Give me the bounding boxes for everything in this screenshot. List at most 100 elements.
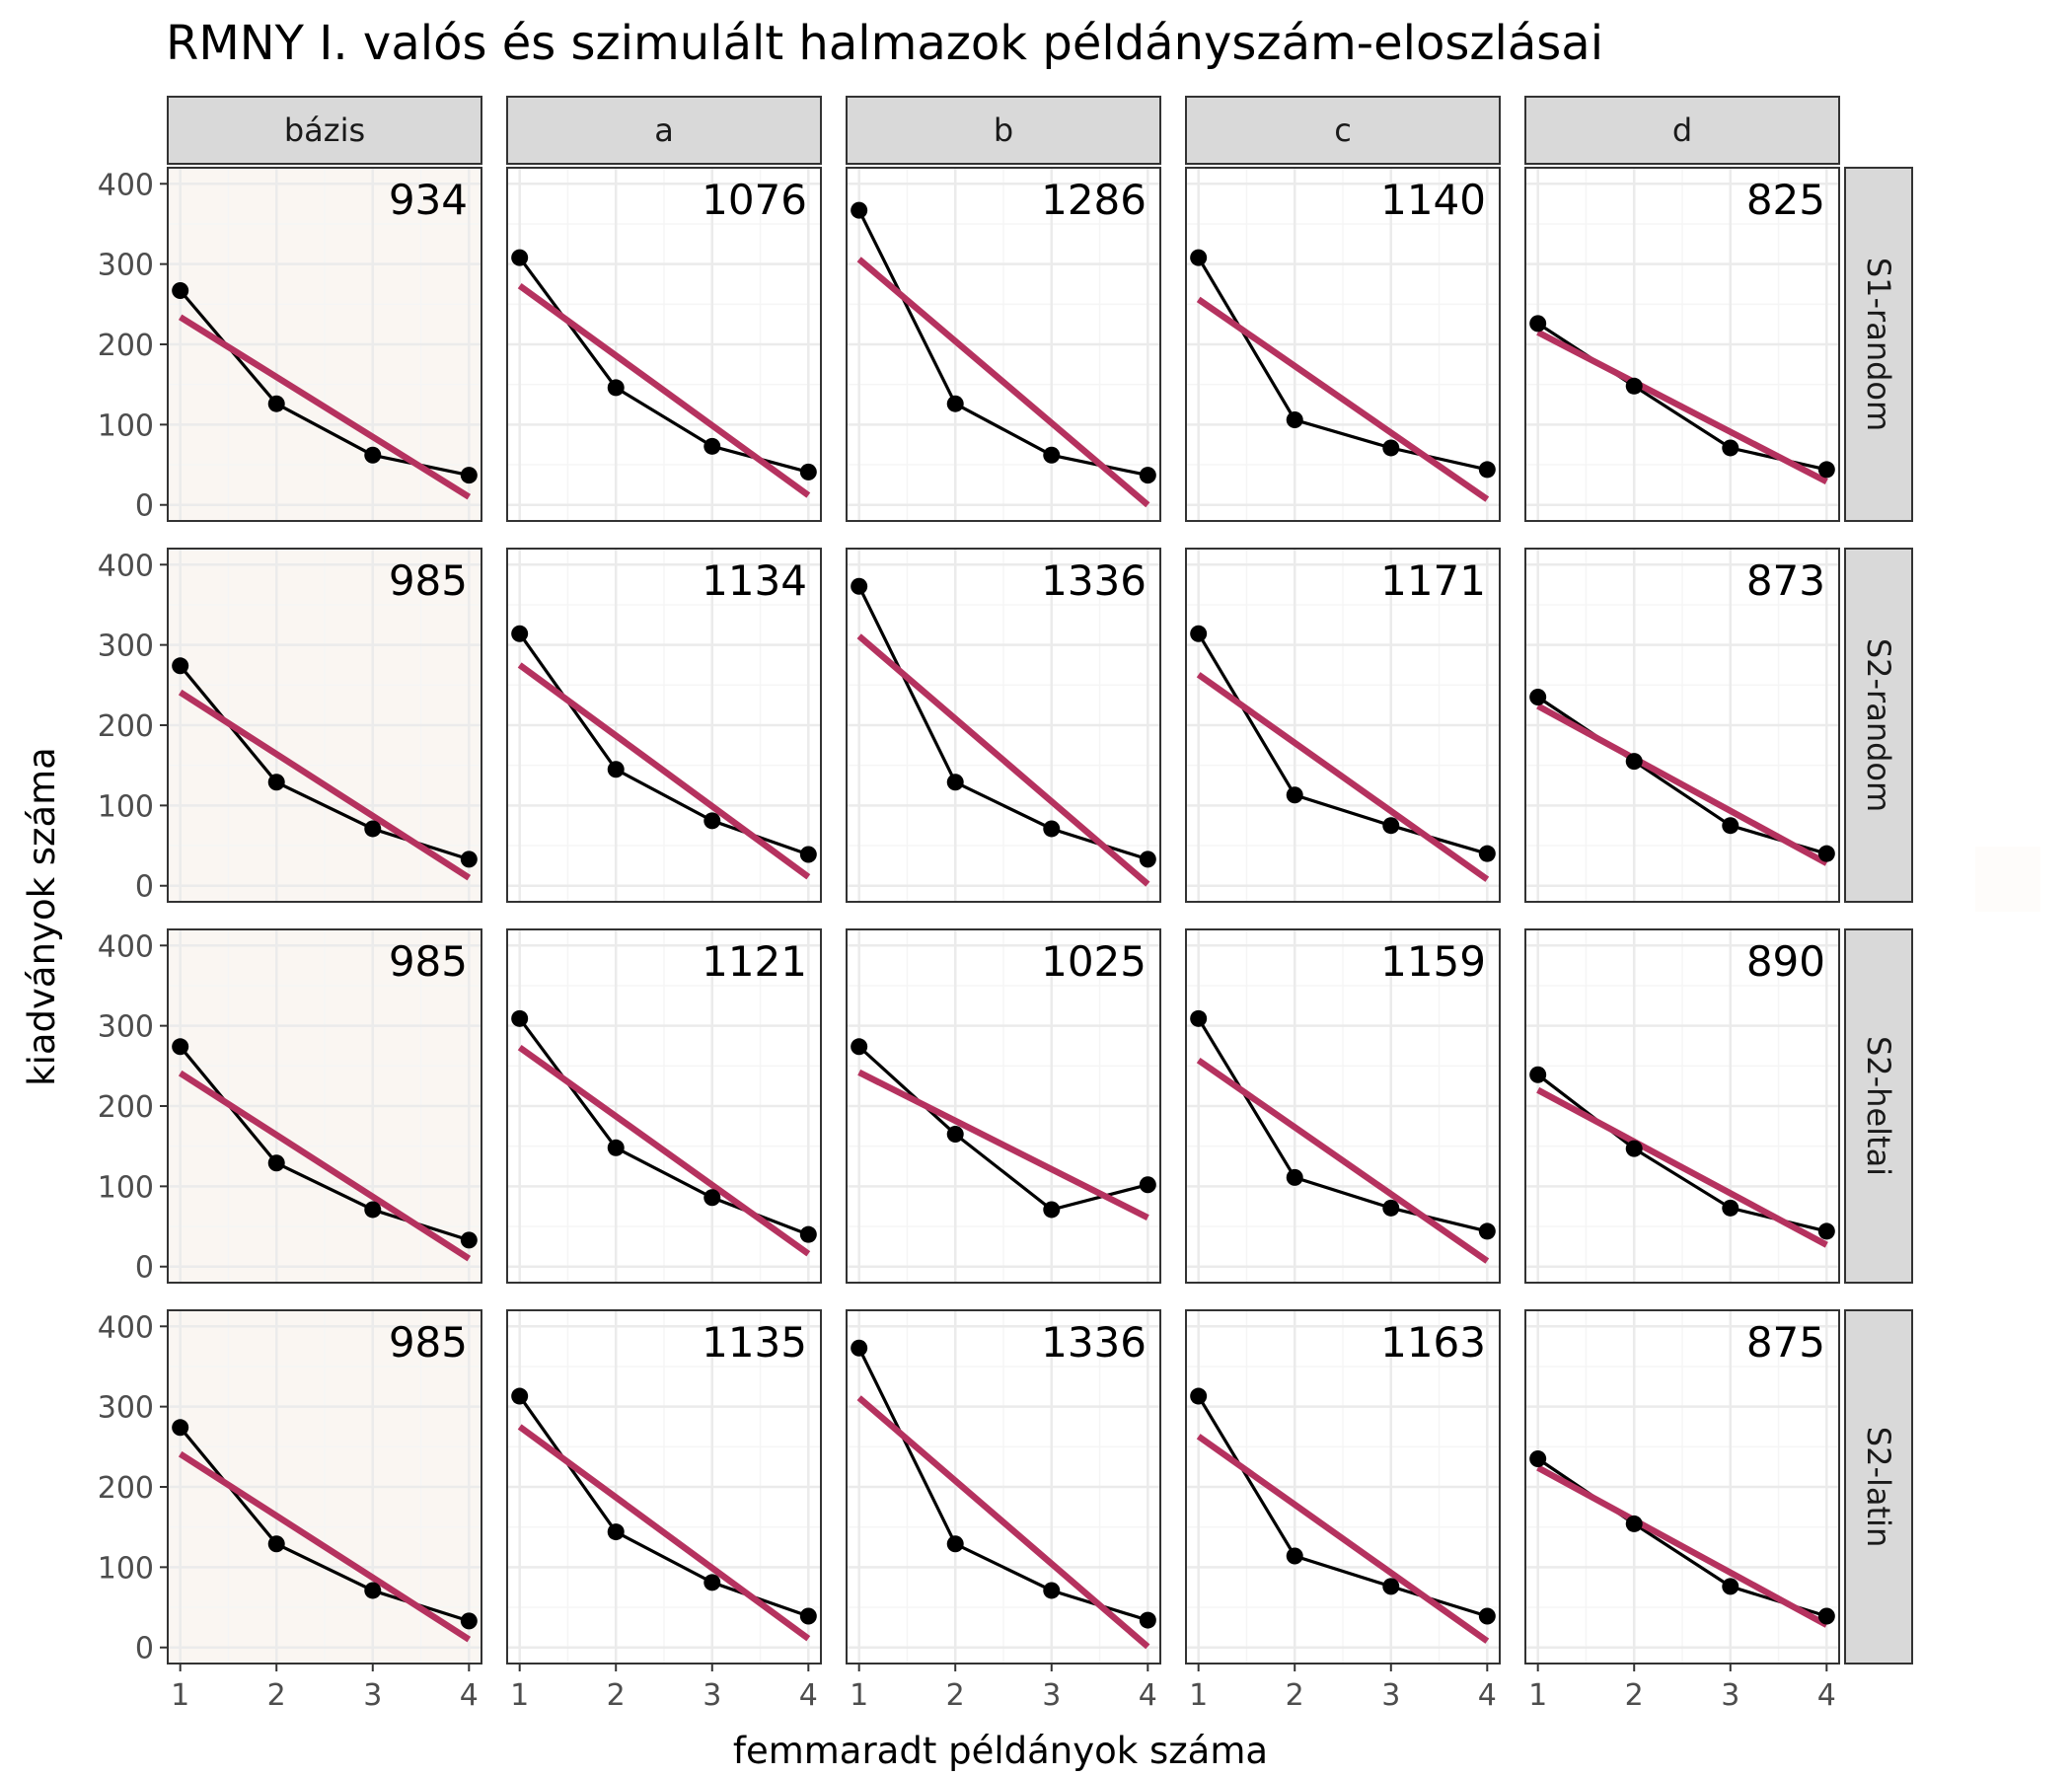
- series-line: [1197, 632, 1488, 855]
- data-point: [1817, 845, 1835, 862]
- data-point: [267, 774, 285, 791]
- panel-total-label: 1286: [1041, 176, 1147, 224]
- series-line: [1197, 1395, 1488, 1618]
- panel-total-label: 1171: [1380, 556, 1486, 605]
- panel-border: [846, 928, 1161, 1284]
- fit-line: [178, 1450, 472, 1643]
- y-tick-label: 0: [135, 1632, 154, 1666]
- panel-border: [1185, 167, 1501, 522]
- data-point: [1190, 1387, 1208, 1405]
- fit-line: [517, 1424, 811, 1642]
- x-tick-label: 2: [1625, 1678, 1644, 1713]
- x-tick-label: 1: [171, 1678, 189, 1713]
- x-tick-label: 2: [946, 1678, 965, 1713]
- data-point: [946, 1125, 964, 1143]
- data-point: [460, 467, 478, 484]
- data-point: [1478, 1222, 1496, 1240]
- data-point: [1382, 1578, 1400, 1595]
- data-point: [851, 1339, 868, 1357]
- x-tick-label: 3: [1042, 1678, 1061, 1713]
- data-point: [1286, 1547, 1303, 1565]
- fit-line: [1536, 329, 1828, 485]
- row-strip: [1844, 928, 1913, 1284]
- column-strip: [1185, 96, 1501, 165]
- data-point: [607, 761, 625, 778]
- y-tick-label: 400: [98, 549, 154, 583]
- panel-total-label: 985: [389, 1318, 468, 1367]
- fit-line: [517, 1044, 811, 1257]
- x-tick-label: 3: [703, 1678, 721, 1713]
- data-point: [460, 1231, 478, 1249]
- panel: 875 1 2 3 4: [1524, 1309, 1840, 1713]
- panel: 1121: [506, 928, 822, 1284]
- y-tick-label: 400: [98, 168, 154, 202]
- data-point: [1529, 1450, 1547, 1468]
- data-point: [1817, 1222, 1835, 1240]
- x-tick-label: 1: [510, 1678, 529, 1713]
- panel-total-label: 890: [1746, 937, 1825, 986]
- panel: 890: [1524, 928, 1840, 1284]
- fit-line: [517, 662, 811, 880]
- panel-border: [506, 928, 822, 1284]
- data-point: [1529, 1066, 1547, 1083]
- panel: 873: [1524, 548, 1840, 903]
- panel: 1135 1 2 3 4: [506, 1309, 822, 1713]
- data-point: [1043, 1582, 1061, 1599]
- row-strip: [1844, 167, 1913, 522]
- x-tick-label: 1: [1189, 1678, 1208, 1713]
- panel: 934 0 100 200 300 400: [98, 167, 482, 524]
- data-point: [172, 1038, 189, 1056]
- data-point: [1722, 1199, 1739, 1217]
- data-point: [364, 1582, 382, 1599]
- panel: 1336 1 2 3 4: [846, 1309, 1161, 1713]
- panel: 1286: [846, 167, 1161, 522]
- data-point: [267, 1535, 285, 1553]
- series-line: [1197, 257, 1488, 472]
- data-point: [1286, 1168, 1303, 1186]
- data-point: [703, 812, 721, 830]
- data-point: [1190, 625, 1208, 642]
- data-point: [607, 1523, 625, 1541]
- data-point: [1286, 410, 1303, 428]
- series-line: [857, 1045, 1148, 1212]
- background-mark: [1975, 847, 2040, 912]
- panel-total-label: 1163: [1380, 1318, 1486, 1367]
- panel-border: [1524, 548, 1840, 903]
- column-strip-label: c: [1334, 111, 1352, 149]
- y-tick-label: 300: [98, 249, 154, 283]
- data-point: [460, 1612, 478, 1630]
- panel-border: [1185, 928, 1501, 1284]
- data-point: [799, 463, 817, 481]
- data-point: [1722, 817, 1739, 835]
- fit-line: [178, 689, 472, 881]
- fit-line: [1196, 672, 1490, 882]
- data-point: [799, 1607, 817, 1625]
- data-point: [1722, 439, 1739, 457]
- x-tick-label: 2: [267, 1678, 286, 1713]
- y-tick-label: 100: [98, 1170, 154, 1205]
- panel-total-label: 1076: [702, 176, 807, 224]
- fit-line: [1536, 1464, 1828, 1628]
- x-tick-label: 1: [850, 1678, 868, 1713]
- column-strip: [167, 96, 482, 165]
- y-tick-label: 200: [98, 1090, 154, 1125]
- data-point: [851, 577, 868, 595]
- panel-border: [506, 1309, 822, 1665]
- fit-line: [856, 1395, 1150, 1650]
- panel-grid: bázis a b c d S1-random S2-random S2-heltai S2-l…: [98, 96, 1913, 1713]
- data-point: [1478, 845, 1496, 862]
- series-line: [1197, 1017, 1488, 1233]
- data-point: [1625, 1515, 1643, 1532]
- data-point: [946, 774, 964, 791]
- data-point: [172, 657, 189, 675]
- data-point: [703, 437, 721, 455]
- fit-line: [517, 282, 811, 498]
- panel: 985 0 100 200 300 400: [98, 548, 482, 905]
- column-strip-label: a: [654, 111, 674, 149]
- x-tick-label: 2: [1286, 1678, 1304, 1713]
- data-point: [1478, 1607, 1496, 1625]
- data-point: [703, 1574, 721, 1591]
- row-strip: [1844, 548, 1913, 903]
- row-strip-label: S2-latin: [1860, 1427, 1897, 1547]
- row-strip-label: S2-random: [1860, 638, 1897, 812]
